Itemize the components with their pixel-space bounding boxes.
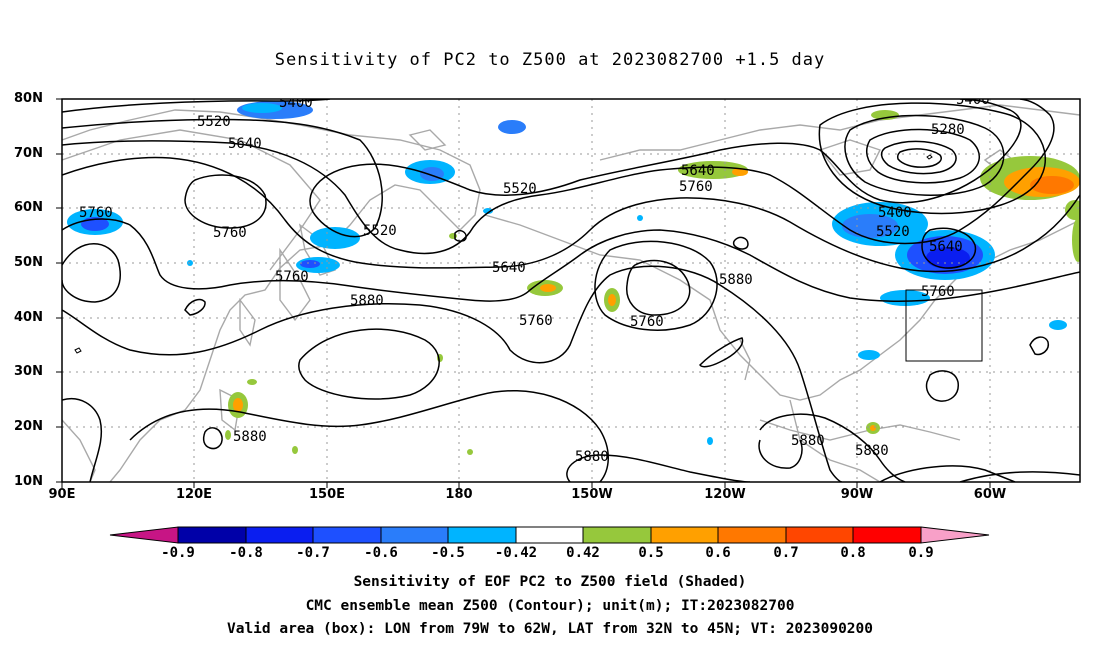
colorbar-tick-label: -0.42 [494, 545, 538, 561]
colorbar-tick-label: -0.8 [229, 545, 263, 561]
colorbar-tick-label: 0.6 [705, 545, 731, 561]
contour-label: 5280 [931, 122, 965, 138]
caption-contour: CMC ensemble mean Z500 (Contour); unit(m… [305, 598, 795, 614]
gridlines [62, 99, 1080, 482]
colorbar-swatch [177, 526, 247, 544]
lat-label: 70N [14, 146, 43, 161]
colorbar-tick-label: -0.7 [296, 545, 330, 561]
contour-label: 5640 [228, 136, 262, 152]
contour-label: 5880 [575, 449, 609, 465]
contour-label: 5880 [791, 433, 825, 449]
contour-label: 5400 [878, 205, 912, 221]
contour-label: 5760 [679, 179, 713, 195]
lon-label: 60W [973, 487, 1007, 502]
lat-label: 10N [14, 474, 43, 489]
lon-label: 150E [308, 487, 346, 502]
colorbar-swatch [245, 526, 314, 544]
lon-label: 90W [840, 487, 874, 502]
lon-label: 90E [48, 487, 76, 502]
colorbar-tick-label: 0.9 [908, 545, 934, 561]
map-title: Sensitivity of PC2 to Z500 at 2023082700… [274, 50, 826, 70]
colorbar-swatch [515, 526, 584, 544]
colorbar-tick-label: -0.9 [161, 545, 195, 561]
contour-label: 5760 [213, 225, 247, 241]
plot-frame [61, 98, 1081, 483]
contour-label: 5880 [233, 429, 267, 445]
contour-label: 5400 [956, 92, 990, 108]
contour-label: 5640 [929, 239, 963, 255]
colorbar-tick-label: 0.7 [773, 545, 799, 561]
contour-label: 5520 [363, 223, 397, 239]
colorbar-swatch [650, 526, 719, 544]
colorbar-swatch [380, 526, 449, 544]
lat-label: 30N [14, 364, 43, 379]
colorbar-tick-label: 0.5 [638, 545, 664, 561]
lat-label: 20N [14, 419, 43, 434]
contour-label: 5760 [921, 284, 955, 300]
colorbar-tick-label: 0.42 [566, 545, 600, 561]
lat-label: 50N [14, 255, 43, 270]
lat-label: 60N [14, 200, 43, 215]
caption-valid-area: Valid area (box): LON from 79W to 62W, L… [226, 621, 873, 637]
lon-label: 150W [571, 487, 613, 502]
lon-label: 120W [704, 487, 746, 502]
coastlines [62, 104, 1080, 482]
contour-label: 5520 [197, 114, 231, 130]
colorbar [109, 526, 990, 544]
contour-label: 5520 [503, 181, 537, 197]
colorbar-tick-label: -0.5 [431, 545, 465, 561]
contour-label: 5760 [630, 314, 664, 330]
contour-label: 5760 [275, 269, 309, 285]
lat-label: 80N [14, 91, 43, 106]
colorbar-swatch [312, 526, 382, 544]
colorbar-tick-label: -0.6 [364, 545, 398, 561]
contour-label: 5760 [519, 313, 553, 329]
contour-label: 5880 [350, 293, 384, 309]
sensitivity-shading [67, 101, 1080, 455]
contour-label: 5640 [681, 163, 715, 179]
axis-ticks [56, 98, 991, 488]
colorbar-tick-label: 0.8 [840, 545, 866, 561]
colorbar-high-arrow [920, 526, 990, 544]
colorbar-swatch [447, 526, 517, 544]
lat-label: 40N [14, 310, 43, 325]
colorbar-swatch [717, 526, 787, 544]
contour-label: 5640 [492, 260, 526, 276]
contour-label: 5880 [719, 272, 753, 288]
lon-label: 120E [175, 487, 213, 502]
contour-label: 5880 [855, 443, 889, 459]
colorbar-swatch [852, 526, 922, 544]
colorbar-swatch [582, 526, 652, 544]
z500-contours [62, 99, 1080, 482]
colorbar-swatch [785, 526, 854, 544]
contour-label: 5520 [876, 224, 910, 240]
contour-label: 5400 [279, 95, 313, 111]
contour-labels: 5400 5520 5640 5760 5760 5520 5520 5760 … [79, 92, 990, 465]
contour-label: 5760 [79, 205, 113, 221]
caption-shading: Sensitivity of EOF PC2 to Z500 field (Sh… [353, 574, 747, 590]
colorbar-low-arrow [109, 526, 179, 544]
valid-area-box [905, 289, 983, 362]
lon-label: 180 [445, 487, 473, 502]
